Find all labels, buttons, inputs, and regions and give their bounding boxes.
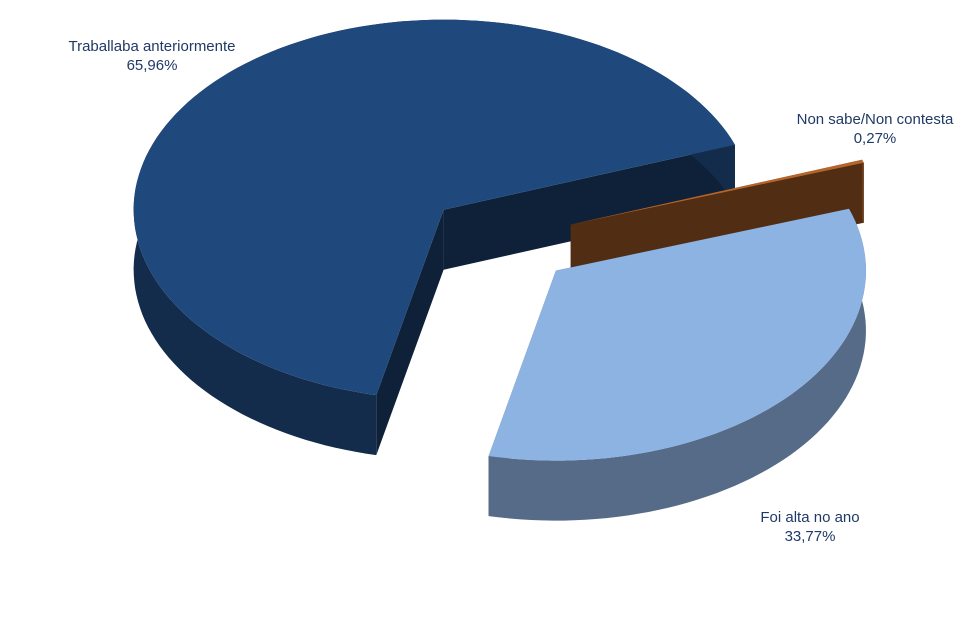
slice-value-label: 65,96% [127, 57, 178, 74]
pie-slice [488, 208, 866, 461]
pie-slice [133, 19, 735, 396]
slice-wall [488, 208, 866, 521]
slice-group [488, 208, 866, 521]
slice-side [376, 209, 444, 456]
pie-slice [570, 159, 864, 225]
slice-value-label: 33,77% [785, 528, 836, 545]
slice-group [133, 19, 735, 456]
slice-label: Foi alta no ano [760, 509, 859, 526]
slice-value-label: 0,27% [854, 130, 897, 147]
slice-wall [862, 159, 864, 223]
slice-label: Traballaba anteriormente [68, 38, 235, 55]
slice-side [443, 144, 735, 270]
slice-label: Non sabe/Non contesta [797, 111, 954, 128]
